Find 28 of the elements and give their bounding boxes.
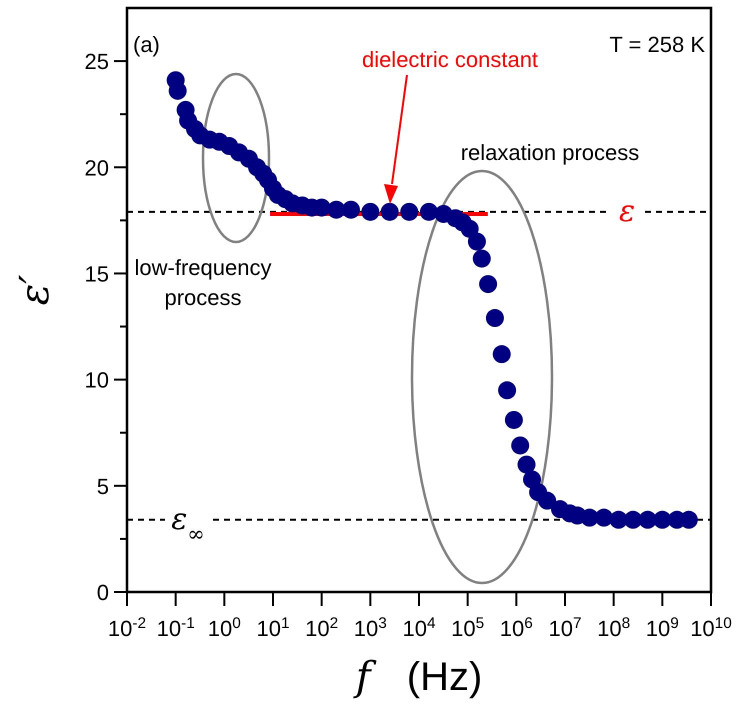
y-tick-label: 15	[84, 261, 109, 286]
x-tick-label: 10$^{5}$	[451, 614, 484, 641]
x-tick-label: 10$^{10}$	[690, 614, 732, 641]
x-tick-label: 10$^{1}$	[256, 614, 290, 641]
x-tick-label: 10$^{-2}$	[108, 614, 146, 641]
y-tick-label: 0	[96, 580, 109, 605]
y-tick-label: 25	[84, 49, 109, 74]
x-tick-label: 10$^{9}$	[646, 614, 679, 641]
x-axis-title: f (Hz)	[352, 654, 482, 700]
x-tick-label: 10$^{8}$	[597, 614, 630, 641]
x-tick-label: 10$^{6}$	[500, 614, 533, 641]
annotation: (a)	[133, 32, 160, 57]
y-tick-label: 5	[96, 474, 109, 499]
x-tick-label: 10$^{4}$	[402, 614, 436, 641]
x-tick-label: 10$^{7}$	[548, 614, 582, 641]
annotation: T = 258 K	[609, 32, 706, 57]
annotation: low-frequency process	[134, 255, 272, 310]
annotation: dielectric constant	[362, 47, 538, 72]
x-tick-label: 10$^{-1}$	[156, 614, 195, 641]
y-axis-title: ε′	[12, 274, 58, 306]
y-tick-label: 20	[84, 155, 109, 180]
ref-line-label: ε$_{∞}$	[171, 502, 205, 546]
annotation: relaxation process	[460, 140, 640, 165]
x-tick-label: 10$^{0}$	[208, 614, 241, 641]
x-tick-label: 10$^{2}$	[305, 614, 338, 641]
ref-line-label: ε	[618, 194, 636, 229]
y-tick-label: 10	[84, 368, 109, 393]
x-tick-label: 10$^{3}$	[354, 614, 387, 641]
